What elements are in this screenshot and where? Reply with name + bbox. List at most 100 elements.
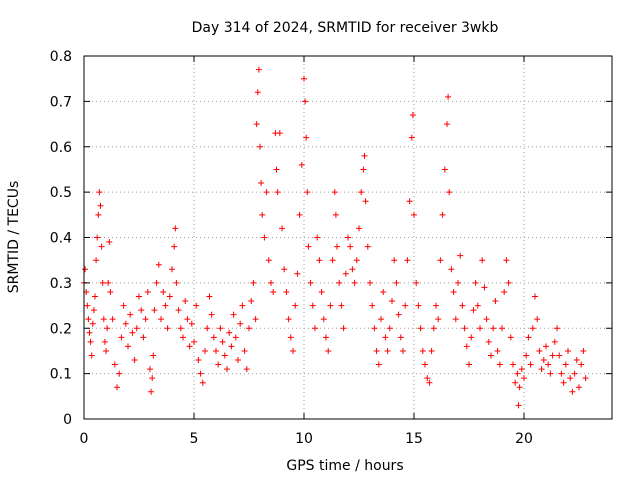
data-point (305, 243, 312, 250)
data-point (402, 302, 409, 309)
data-point (340, 325, 347, 332)
data-point (463, 343, 470, 350)
data-point (483, 316, 490, 323)
data-point (85, 316, 92, 323)
y-tick-label: 0 (63, 412, 72, 428)
data-point (441, 166, 448, 173)
data-point (439, 211, 446, 218)
data-point (411, 211, 417, 218)
data-point (101, 338, 108, 345)
x-tick-label: 5 (190, 431, 199, 447)
data-point (479, 257, 486, 264)
data-point (255, 66, 262, 73)
data-point (281, 266, 288, 273)
y-tick-label: 0.8 (50, 49, 72, 65)
y-tick-label: 0.3 (50, 276, 72, 292)
data-point (367, 279, 373, 286)
data-point (162, 302, 169, 309)
data-point (188, 320, 195, 327)
data-point (303, 134, 310, 141)
data-point (193, 302, 200, 309)
data-point (534, 316, 541, 323)
points-layer (81, 66, 589, 409)
data-point (419, 347, 426, 354)
data-point (259, 211, 266, 218)
x-tick-label: 15 (405, 431, 423, 447)
data-point (125, 343, 131, 350)
data-point (142, 316, 149, 323)
data-point (87, 338, 94, 345)
data-point (327, 302, 334, 309)
data-point (263, 189, 270, 196)
x-tick-label: 20 (515, 431, 533, 447)
data-point (98, 243, 105, 250)
data-point (195, 357, 202, 364)
data-point (316, 257, 323, 264)
data-point (243, 366, 250, 373)
data-point (573, 357, 580, 364)
data-point (510, 361, 516, 368)
data-point (336, 279, 343, 286)
y-tick-label: 0.6 (50, 140, 72, 156)
data-point (86, 329, 93, 336)
data-point (455, 279, 461, 286)
data-point (202, 347, 208, 354)
data-point (318, 288, 325, 295)
data-point (252, 316, 259, 323)
data-point (353, 257, 360, 264)
data-point (332, 211, 339, 218)
data-point (172, 225, 179, 232)
grid-layer (84, 56, 612, 419)
data-point (258, 180, 265, 187)
data-point (164, 325, 171, 332)
data-point (169, 266, 175, 273)
data-point (488, 352, 494, 359)
data-point (302, 98, 309, 105)
data-point (314, 234, 321, 241)
data-point (404, 257, 411, 264)
data-point (560, 379, 567, 386)
x-axis-label: GPS time / hours (286, 458, 403, 474)
chart-title: Day 314 of 2024, SRMTID for receiver 3wk… (192, 20, 499, 36)
data-point (349, 266, 356, 273)
data-point (105, 279, 112, 286)
data-point (175, 307, 182, 314)
data-point (97, 202, 104, 209)
data-point (408, 134, 415, 141)
data-point (576, 384, 582, 391)
data-point (547, 370, 554, 377)
data-point (171, 243, 178, 250)
data-point (206, 293, 213, 300)
data-point (149, 375, 156, 382)
data-point (129, 329, 136, 336)
data-point (413, 279, 420, 286)
data-point (384, 347, 391, 354)
data-point (180, 334, 186, 341)
data-point (199, 379, 206, 386)
data-point (554, 325, 560, 332)
y-tick-label: 0.4 (50, 231, 72, 247)
data-point (127, 311, 134, 318)
data-point (569, 388, 576, 395)
data-point (571, 370, 578, 377)
data-point (204, 325, 211, 332)
data-point (525, 334, 532, 341)
data-point (166, 293, 173, 300)
data-point (92, 293, 98, 300)
data-point (364, 243, 371, 250)
data-point (529, 325, 536, 332)
data-point (158, 316, 164, 323)
data-point (382, 334, 389, 341)
data-point (270, 288, 277, 295)
data-point (360, 166, 367, 173)
data-point (230, 311, 237, 318)
data-point (182, 298, 189, 305)
data-point (248, 298, 255, 305)
data-point (521, 375, 527, 382)
data-point (472, 279, 479, 286)
data-point (490, 325, 497, 332)
x-tick-label: 0 (80, 431, 89, 447)
data-point (505, 279, 512, 286)
data-point (325, 347, 332, 354)
data-point (133, 325, 140, 332)
